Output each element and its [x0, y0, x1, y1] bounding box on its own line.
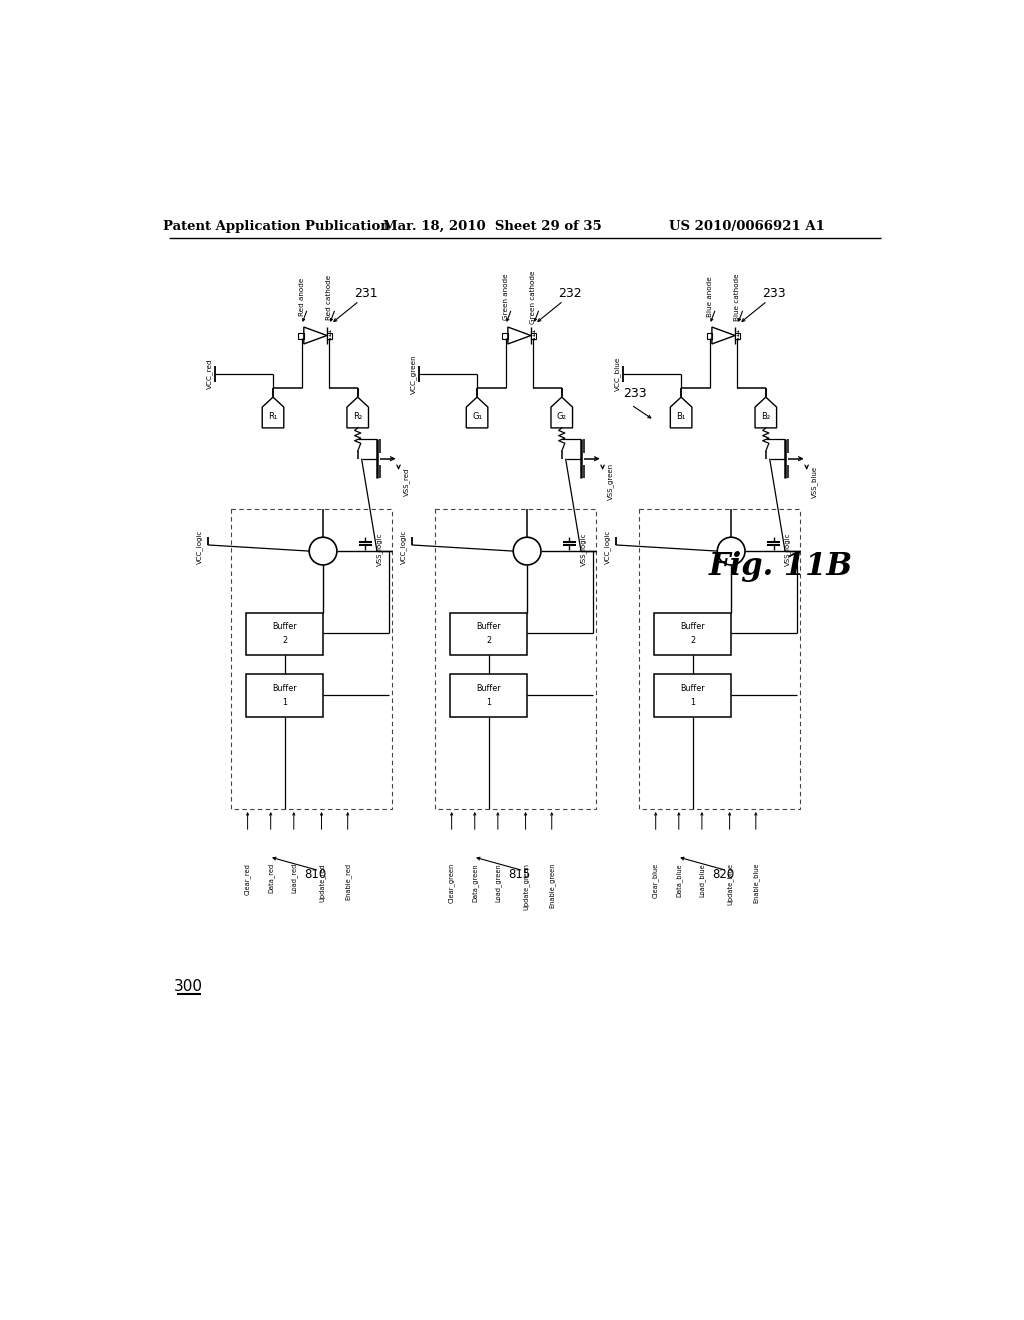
Bar [435, 508, 596, 809]
Text: 2: 2 [690, 636, 695, 645]
Text: VCC_red: VCC_red [206, 359, 212, 389]
Bar [327, 333, 333, 339]
Text: 300: 300 [174, 978, 203, 994]
Text: Enable_blue: Enable_blue [753, 863, 759, 903]
Text: VSS_red: VSS_red [402, 467, 410, 496]
Text: G₂: G₂ [557, 412, 566, 421]
Text: Clear_red: Clear_red [245, 863, 251, 895]
Text: Buffer: Buffer [476, 684, 501, 693]
Text: Blue cathode: Blue cathode [734, 273, 740, 321]
Text: Buffer: Buffer [680, 684, 705, 693]
Bar [707, 333, 712, 339]
Text: 820: 820 [712, 869, 734, 880]
Bar [451, 675, 527, 717]
Bar [654, 612, 731, 655]
Text: Data_red: Data_red [267, 863, 274, 894]
Text: Mar. 18, 2010  Sheet 29 of 35: Mar. 18, 2010 Sheet 29 of 35 [383, 219, 602, 232]
Bar [246, 612, 323, 655]
Text: Clear_green: Clear_green [449, 863, 455, 903]
Text: B₁: B₁ [677, 412, 686, 421]
Text: Data_green: Data_green [471, 863, 478, 902]
Bar [503, 333, 508, 339]
Text: VCC_blue: VCC_blue [613, 356, 621, 391]
Text: 1: 1 [690, 697, 695, 706]
Text: 233: 233 [762, 286, 785, 300]
Text: Green cathode: Green cathode [530, 271, 537, 323]
Text: R₁: R₁ [268, 412, 278, 421]
Text: Green anode: Green anode [503, 273, 509, 321]
Text: G₁: G₁ [472, 412, 482, 421]
Text: Load_red: Load_red [291, 863, 297, 894]
Bar [531, 333, 537, 339]
Text: Fig. 11B: Fig. 11B [710, 550, 853, 582]
Text: VSS_green: VSS_green [607, 463, 613, 500]
Text: 2: 2 [486, 636, 492, 645]
Text: VCC_logic: VCC_logic [604, 531, 611, 565]
Text: Load_blue: Load_blue [698, 863, 706, 896]
Bar [230, 508, 392, 809]
Text: Red cathode: Red cathode [327, 275, 332, 319]
Bar [451, 612, 527, 655]
Text: Update_blue: Update_blue [726, 863, 733, 906]
Text: Buffer: Buffer [272, 622, 297, 631]
Text: VCC_logic: VCC_logic [400, 531, 408, 565]
Text: R₂: R₂ [353, 412, 362, 421]
Text: VSS_logic: VSS_logic [580, 533, 587, 566]
Text: VSS_blue: VSS_blue [811, 466, 818, 498]
Text: Enable_green: Enable_green [549, 863, 555, 908]
Text: Enable_red: Enable_red [344, 863, 351, 900]
Text: VSS_logic: VSS_logic [784, 533, 791, 566]
Bar [298, 333, 304, 339]
Text: Buffer: Buffer [476, 622, 501, 631]
Text: 231: 231 [354, 286, 378, 300]
Text: 1: 1 [486, 697, 492, 706]
Text: Data_blue: Data_blue [676, 863, 682, 896]
Text: Update_red: Update_red [318, 863, 325, 902]
Text: 1: 1 [282, 697, 287, 706]
Text: B₂: B₂ [761, 412, 770, 421]
Text: 2: 2 [282, 636, 287, 645]
Text: 232: 232 [558, 286, 582, 300]
Text: Update_green: Update_green [522, 863, 529, 909]
Text: Buffer: Buffer [680, 622, 705, 631]
Text: Buffer: Buffer [272, 684, 297, 693]
Text: Load_green: Load_green [495, 863, 501, 902]
Text: Red anode: Red anode [299, 277, 304, 317]
Bar [735, 333, 740, 339]
Bar [246, 675, 323, 717]
Text: 810: 810 [304, 869, 326, 880]
Text: Blue anode: Blue anode [707, 277, 713, 317]
Text: US 2010/0066921 A1: US 2010/0066921 A1 [669, 219, 824, 232]
Text: VSS_logic: VSS_logic [376, 533, 383, 566]
Text: 815: 815 [508, 869, 530, 880]
Text: Patent Application Publication: Patent Application Publication [164, 219, 390, 232]
Text: Clear_blue: Clear_blue [652, 863, 659, 898]
Text: VCC_logic: VCC_logic [197, 531, 203, 565]
Bar [654, 675, 731, 717]
Text: 233: 233 [624, 387, 647, 400]
Text: VCC_green: VCC_green [410, 354, 417, 393]
Bar [639, 508, 801, 809]
